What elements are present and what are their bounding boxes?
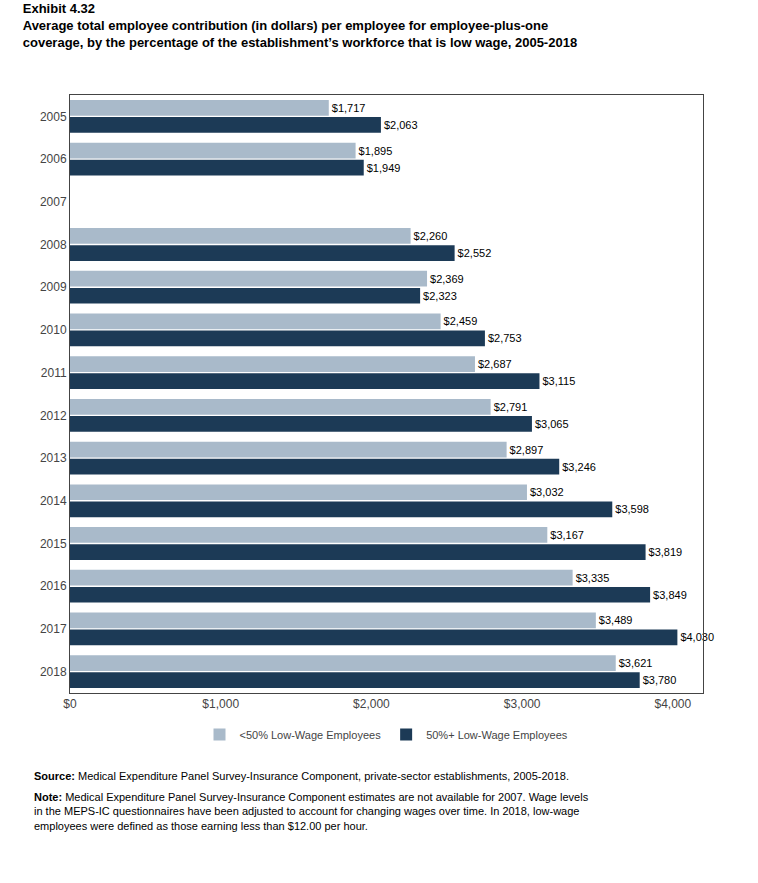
svg-text:$3,598: $3,598 [615,503,649,515]
svg-text:2009: 2009 [40,280,67,294]
svg-text:<50% Low-Wage Employees: <50% Low-Wage Employees [240,729,382,741]
svg-text:$3,780: $3,780 [643,674,677,686]
svg-text:$3,335: $3,335 [576,572,610,584]
svg-text:$2,459: $2,459 [444,315,478,327]
svg-text:$2,323: $2,323 [423,290,457,302]
svg-text:2016: 2016 [40,579,67,593]
svg-text:$4,000: $4,000 [655,697,692,711]
svg-text:$2,260: $2,260 [414,230,448,242]
svg-text:2014: 2014 [40,494,67,508]
svg-text:$3,115: $3,115 [542,375,575,387]
svg-text:2006: 2006 [40,152,67,166]
svg-text:$2,687: $2,687 [478,358,512,370]
svg-text:$1,949: $1,949 [367,162,401,174]
svg-text:2010: 2010 [40,323,67,337]
svg-text:$2,897: $2,897 [510,444,544,456]
svg-text:$3,621: $3,621 [619,657,653,669]
svg-text:$2,753: $2,753 [488,332,522,344]
svg-text:50%+ Low-Wage Employees: 50%+ Low-Wage Employees [426,729,568,741]
svg-text:$3,246: $3,246 [562,461,596,473]
svg-text:Source: Medical Expenditure Pa: Source: Medical Expenditure Panel Survey… [34,770,569,782]
svg-text:Exhibit 4.32Average total empl: Exhibit 4.32Average total employee contr… [23,1,577,50]
svg-text:2012: 2012 [40,409,67,423]
svg-text:$2,369: $2,369 [430,273,464,285]
svg-text:$1,895: $1,895 [359,145,393,157]
svg-text:$3,065: $3,065 [535,418,569,430]
svg-text:2013: 2013 [40,451,67,465]
svg-text:$4,030: $4,030 [680,631,714,643]
svg-text:$2,791: $2,791 [494,401,528,413]
svg-text:$3,000: $3,000 [504,697,541,711]
svg-text:2015: 2015 [40,537,67,551]
svg-text:2007: 2007 [40,195,67,209]
svg-text:2008: 2008 [40,238,67,252]
svg-text:$3,489: $3,489 [599,614,633,626]
svg-text:$3,819: $3,819 [649,546,683,558]
svg-text:2018: 2018 [40,665,67,679]
svg-text:2017: 2017 [40,622,67,636]
svg-text:$2,000: $2,000 [353,697,390,711]
svg-text:2011: 2011 [41,366,67,380]
svg-text:$0: $0 [63,697,77,711]
svg-text:$3,849: $3,849 [653,589,687,601]
svg-text:$3,167: $3,167 [550,529,584,541]
svg-text:$1,717: $1,717 [332,102,366,114]
svg-text:$2,063: $2,063 [384,119,418,131]
svg-text:Note: Medical Expenditure Pane: Note: Medical Expenditure Panel Survey-I… [34,791,589,832]
svg-text:$1,000: $1,000 [202,697,239,711]
svg-text:2005: 2005 [40,110,67,124]
svg-text:$3,032: $3,032 [530,486,564,498]
svg-text:$2,552: $2,552 [458,247,492,259]
